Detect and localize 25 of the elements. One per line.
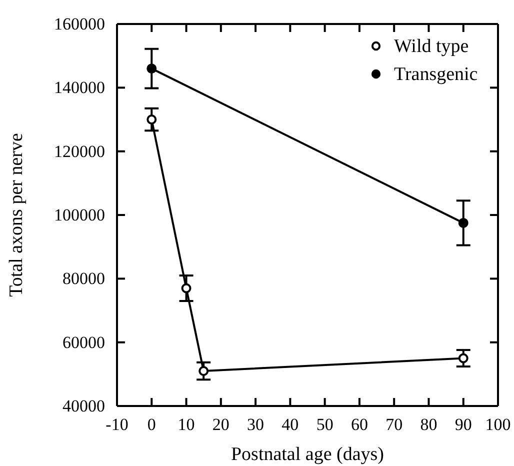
x-tick-label: 50 (316, 415, 334, 434)
x-axis-title: Postnatal age (days) (230, 444, 384, 465)
x-tick-label: 40 (282, 415, 299, 434)
y-tick-label: 100000 (54, 205, 105, 224)
x-tick-label: 80 (420, 415, 438, 434)
x-tick-label: 60 (350, 415, 368, 434)
legend-label: Transgenic (394, 64, 478, 85)
point (458, 218, 468, 228)
x-tick-label: -10 (106, 415, 128, 434)
y-tick-label: 40000 (62, 396, 105, 416)
y-tick-label: 140000 (54, 78, 105, 98)
y-tick-label: 160000 (54, 14, 105, 34)
y-tick-label: 80000 (62, 269, 105, 288)
x-tick-label: 0 (147, 415, 156, 434)
x-tick-label: 70 (386, 415, 403, 434)
y-tick-label: 120000 (54, 142, 105, 161)
point (146, 64, 157, 74)
legend-label: Wild type (394, 36, 469, 57)
x-tick-label: 10 (178, 415, 195, 434)
x-tick-label: 100 (485, 415, 511, 434)
x-tick-label: 30 (247, 415, 264, 434)
x-tick-label: 90 (454, 415, 472, 434)
y-axis-title: Total axons per nerve (6, 133, 27, 297)
x-tick-label: 20 (212, 415, 230, 434)
y-tick-label: 60000 (62, 332, 105, 352)
